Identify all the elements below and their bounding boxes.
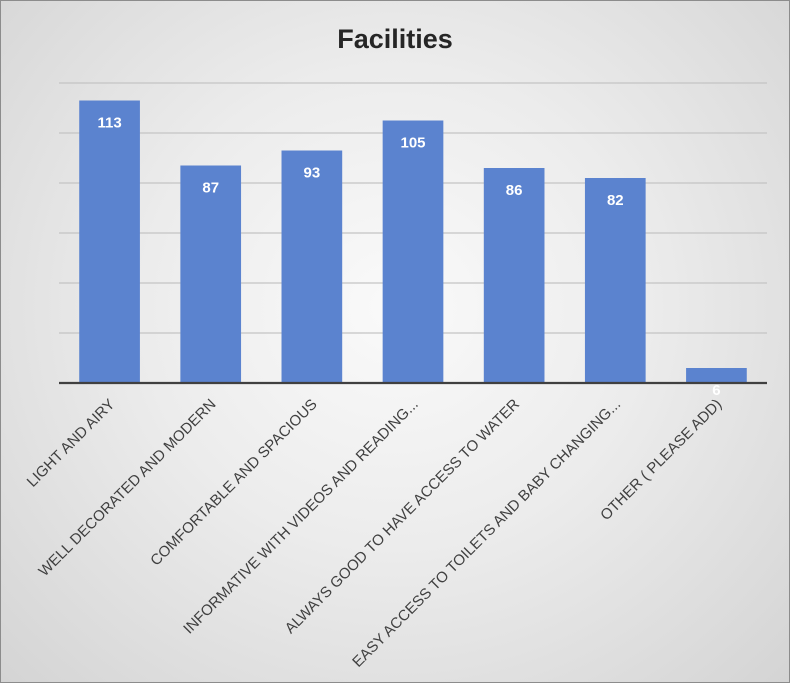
data-label: 87	[202, 180, 219, 197]
category-label: COMFORTABLE AND SPACIOUS	[147, 396, 321, 570]
data-label: 113	[97, 115, 121, 132]
bar	[79, 100, 140, 383]
data-label: 105	[400, 135, 425, 152]
bars	[79, 100, 747, 383]
bar	[686, 368, 747, 383]
bar	[483, 168, 545, 383]
bar	[584, 178, 646, 383]
chart-title: Facilities	[337, 24, 453, 54]
bar	[382, 120, 444, 383]
category-label: INFORMATIVE WITH VIDEOS AND READING...	[180, 396, 422, 638]
bar	[180, 165, 242, 383]
data-label: 82	[607, 192, 624, 209]
data-label: 93	[304, 165, 321, 182]
data-label: 6	[712, 382, 720, 399]
bar	[281, 150, 343, 383]
category-label: WELL DECORATED AND MODERN	[35, 396, 219, 580]
category-label: ALWAYS GOOD TO HAVE ACCESS TO WATER	[282, 396, 523, 637]
data-label: 86	[506, 182, 523, 199]
data-labels: 113 87 93 105 86 82 6	[97, 115, 720, 400]
category-label: LIGHT AND AIRY	[24, 396, 119, 491]
